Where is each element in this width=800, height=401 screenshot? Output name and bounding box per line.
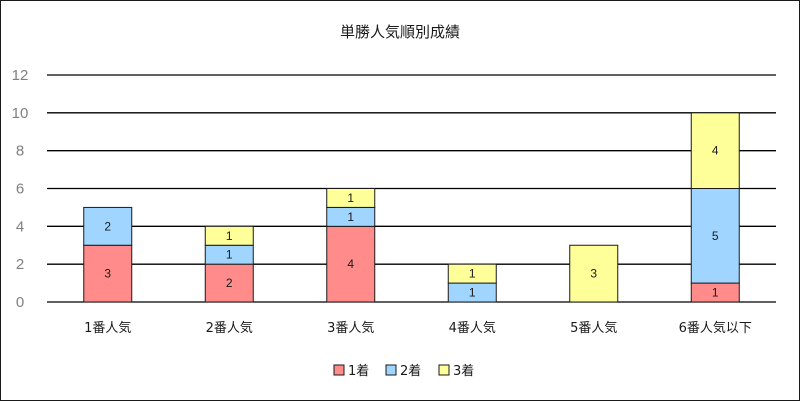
y-tick-label: 12 xyxy=(12,67,29,84)
x-tick-label: 5番人気 xyxy=(570,320,617,336)
data-label: 3 xyxy=(590,267,597,281)
x-tick-label: 3番人気 xyxy=(327,320,374,336)
y-tick-label: 2 xyxy=(16,256,24,273)
data-label: 3 xyxy=(104,267,111,281)
bar-segment xyxy=(83,244,133,303)
bar-segment xyxy=(204,263,254,303)
y-tick-label: 10 xyxy=(12,105,29,122)
chart-title: 単勝人気順別成績 xyxy=(340,23,460,41)
legend-label: 2着 xyxy=(400,363,421,379)
bar-segment xyxy=(83,206,133,246)
legend-swatch xyxy=(385,364,397,376)
data-label: 1 xyxy=(226,248,233,262)
data-label: 1 xyxy=(469,267,476,281)
bar-segment xyxy=(204,225,254,246)
data-label: 1 xyxy=(226,229,233,243)
legend: 1着 2着 3着 xyxy=(333,363,474,379)
data-label: 1 xyxy=(469,286,476,300)
legend-label: 1着 xyxy=(348,363,369,379)
y-axis-ticks: 0 2 4 6 8 10 12 xyxy=(12,67,29,311)
data-label: 4 xyxy=(347,257,354,271)
bar-segment xyxy=(326,225,376,303)
bar-segment xyxy=(569,244,619,303)
y-tick-label: 0 xyxy=(16,294,24,311)
bar-segment xyxy=(326,188,376,208)
data-label: 2 xyxy=(104,219,111,233)
y-tick-label: 8 xyxy=(16,143,24,160)
bar-segment xyxy=(690,188,740,284)
gridlines xyxy=(47,74,776,303)
x-tick-label: 2番人気 xyxy=(206,320,253,336)
bar-segment xyxy=(447,263,497,284)
y-tick-label: 6 xyxy=(16,181,24,198)
data-label: 5 xyxy=(712,229,719,243)
y-tick-label: 4 xyxy=(16,218,24,235)
x-tick-label: 6番人気以下 xyxy=(679,320,752,336)
x-axis-ticks: 1番人気 2番人気 3番人気 4番人気 5番人気 6番人気以下 xyxy=(84,320,752,336)
data-label: 2 xyxy=(226,276,233,290)
data-label: 1 xyxy=(347,191,354,205)
bar-segment xyxy=(690,112,740,189)
legend-swatch xyxy=(333,364,345,376)
data-label: 1 xyxy=(347,210,354,224)
bars: 3 2 2 1 1 4 1 1 1 1 3 1 5 4 xyxy=(83,112,740,303)
legend-swatch xyxy=(438,364,450,376)
legend-label: 3着 xyxy=(453,363,474,379)
x-tick-label: 4番人気 xyxy=(449,320,496,336)
x-tick-label: 1番人気 xyxy=(84,320,131,336)
data-label: 4 xyxy=(712,144,719,158)
data-label: 1 xyxy=(712,286,719,300)
